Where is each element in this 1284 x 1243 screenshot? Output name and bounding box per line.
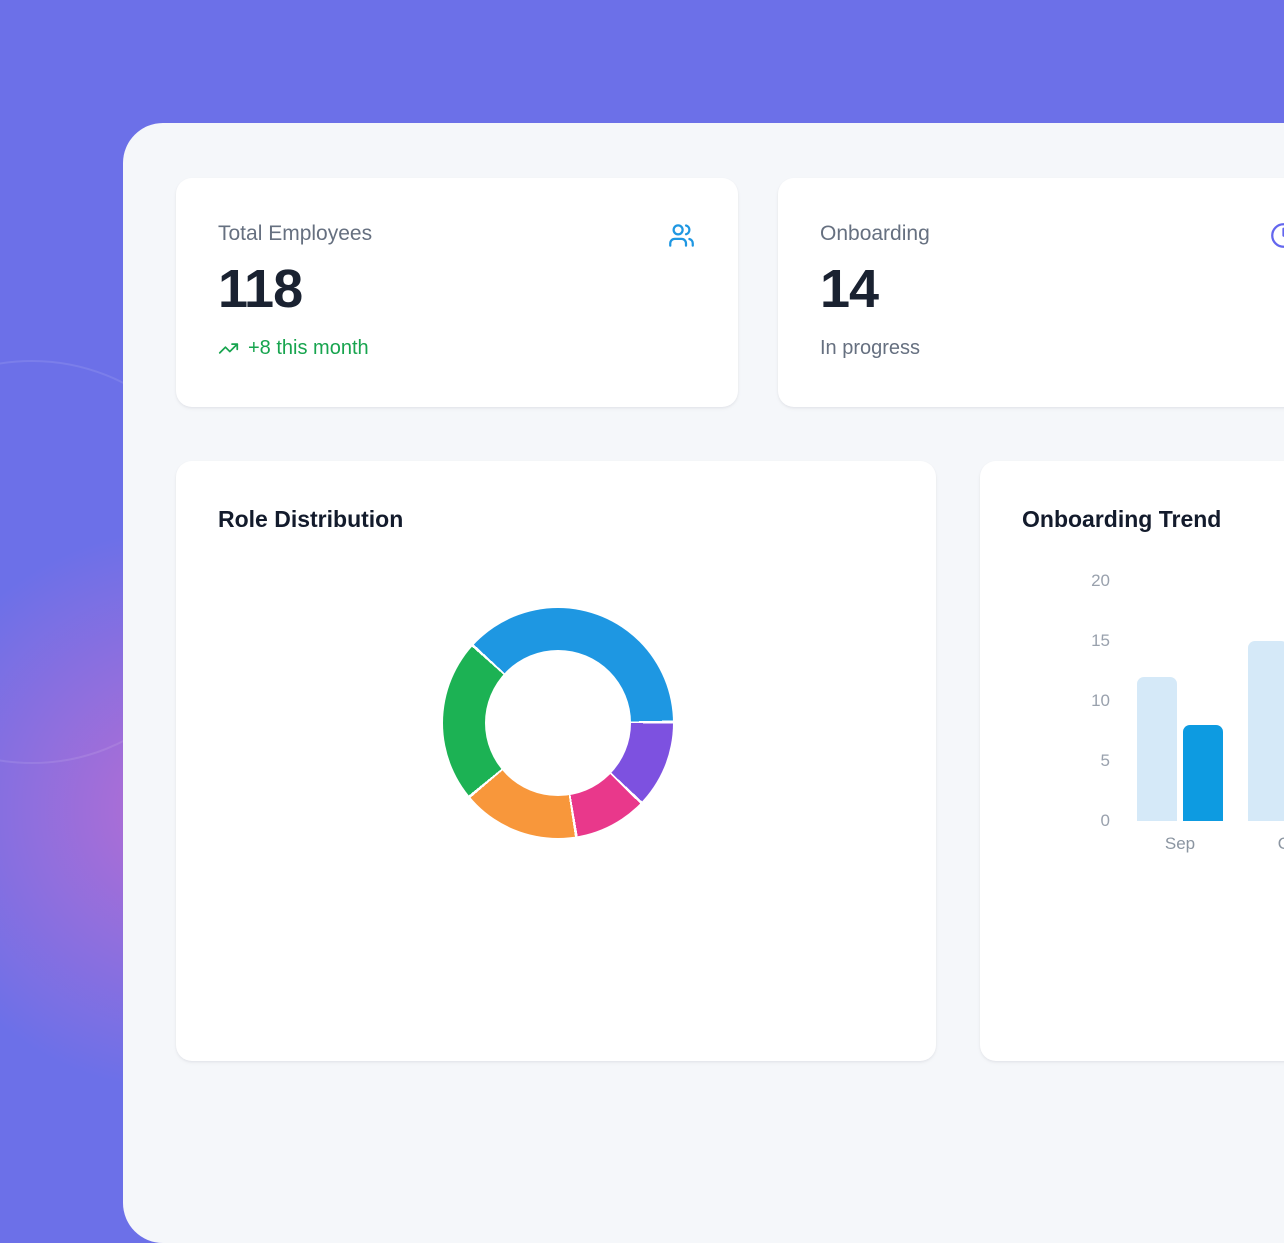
stat-label: Total Employees xyxy=(218,222,373,245)
onboarding-trend-card: Onboarding Trend 20 15 10 5 0 Sep Oct xyxy=(980,461,1284,1061)
bar-plot xyxy=(1137,581,1284,821)
y-tick-label: 10 xyxy=(1091,691,1110,710)
chart-title: Role Distribution xyxy=(218,506,404,532)
stat-label: Onboarding xyxy=(820,222,930,245)
y-tick-label: 5 xyxy=(1100,751,1110,770)
stat-delta: +8 this month xyxy=(218,337,696,360)
clock-icon xyxy=(1270,222,1284,249)
stat-value: 118 xyxy=(218,259,303,319)
x-tick-label: Oct xyxy=(1248,833,1284,855)
stat-delta-text: +8 this month xyxy=(248,337,369,359)
dashboard-panel: Total Employees 118 +8 this month xyxy=(123,123,1284,1243)
role-distribution-card: Role Distribution xyxy=(176,461,936,1061)
stat-card-onboarding: Onboarding 14 In progress xyxy=(778,178,1284,407)
stat-value: 14 xyxy=(820,259,879,319)
y-tick-label: 0 xyxy=(1100,811,1110,830)
trending-up-icon xyxy=(218,338,239,359)
donut-chart[interactable] xyxy=(443,608,673,838)
users-icon xyxy=(668,222,695,249)
bar-oct-series-1[interactable] xyxy=(1248,641,1284,821)
y-axis-ticks: 20 15 10 5 0 xyxy=(980,571,1110,830)
stat-card-total-employees: Total Employees 118 +8 this month xyxy=(176,178,738,407)
bar-sep-series-1[interactable] xyxy=(1137,677,1177,821)
chart-title: Onboarding Trend xyxy=(1022,506,1222,532)
bar-sep-series-2[interactable] xyxy=(1183,725,1223,821)
x-tick-label: Sep xyxy=(1164,834,1196,853)
bar-chart[interactable]: 20 15 10 5 0 Sep Oct xyxy=(980,461,1284,1061)
x-axis-labels: Sep Oct xyxy=(1137,833,1284,855)
stat-sub-text: In progress xyxy=(820,337,921,359)
y-tick-label: 15 xyxy=(1091,631,1110,650)
y-tick-label: 20 xyxy=(1091,571,1110,590)
